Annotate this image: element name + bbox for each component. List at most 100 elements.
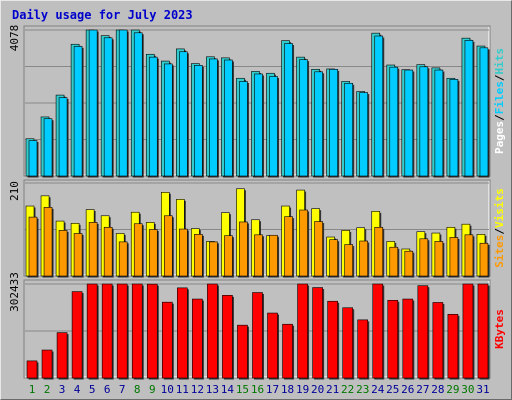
day-label-24: 24 [371, 383, 385, 396]
bar-files-day-7 [118, 29, 128, 177]
bar-sites-day-29 [449, 237, 459, 277]
bar-files-day-15 [239, 81, 248, 177]
day-label-20: 20 [311, 383, 324, 396]
bar-files-day-11 [179, 51, 188, 177]
bar-files-day-25 [389, 66, 399, 177]
bar-files-day-30 [464, 40, 474, 177]
day-label-15: 15 [236, 383, 249, 396]
bar-files-day-28 [434, 69, 444, 177]
bar-kbytes-day-18 [282, 323, 293, 379]
bar-sites-day-11 [179, 228, 188, 277]
bar-sites-day-22 [344, 244, 353, 277]
bar-files-day-31 [479, 47, 489, 177]
bar-files-day-20 [314, 71, 323, 177]
day-label-10: 10 [161, 383, 174, 396]
bar-kbytes-day-11 [177, 287, 188, 379]
day-label-29: 29 [446, 383, 459, 396]
day-label-1: 1 [29, 383, 36, 396]
bar-files-day-16 [254, 73, 263, 177]
bar-files-day-29 [449, 79, 459, 177]
bar-files-day-13 [209, 58, 218, 177]
bar-sites-day-31 [479, 242, 489, 277]
legend-pages: Pages [493, 121, 506, 154]
bar-files-day-27 [419, 66, 429, 177]
bar-kbytes-day-1 [26, 360, 38, 379]
day-label-7: 7 [119, 383, 126, 396]
bar-kbytes-day-16 [252, 292, 263, 379]
bar-kbytes-day-28 [432, 302, 444, 379]
bar-sites-day-17 [269, 234, 278, 277]
day-label-6: 6 [104, 383, 111, 396]
bar-files-day-4 [73, 46, 83, 177]
bar-kbytes-day-24 [372, 283, 384, 379]
panel-visits-sites-legend: Sites/Visits [493, 188, 506, 268]
bar-kbytes-day-8 [131, 283, 143, 379]
day-label-3: 3 [59, 383, 66, 396]
bar-sites-day-8 [133, 223, 143, 277]
bar-sites-day-24 [374, 226, 384, 277]
legend-sites: Sites [493, 235, 506, 268]
bar-files-day-24 [374, 35, 384, 177]
bar-sites-day-14 [224, 235, 233, 277]
bar-files-day-26 [404, 69, 414, 177]
day-label-11: 11 [176, 383, 189, 396]
bar-kbytes-day-29 [447, 313, 459, 379]
bar-sites-day-25 [389, 246, 399, 277]
day-label-12: 12 [191, 383, 204, 396]
bar-sites-day-3 [58, 230, 68, 277]
bar-files-day-12 [194, 65, 203, 177]
legend-kbytes: KBytes [493, 309, 506, 349]
bar-files-day-22 [344, 82, 353, 177]
bar-files-day-5 [88, 29, 98, 177]
day-label-21: 21 [326, 383, 339, 396]
bar-kbytes-day-9 [146, 283, 158, 379]
bar-sites-day-26 [404, 250, 414, 277]
day-label-26: 26 [401, 383, 414, 396]
day-label-4: 4 [74, 383, 81, 396]
panel-hits-files-pages-legend: Pages/Files/Hits [493, 48, 506, 154]
day-label-28: 28 [431, 383, 444, 396]
bar-sites-day-4 [73, 233, 83, 277]
bar-kbytes-day-22 [342, 307, 353, 379]
bar-sites-day-12 [194, 234, 203, 277]
bar-kbytes-day-30 [462, 283, 474, 379]
day-label-18: 18 [281, 383, 294, 396]
bar-sites-day-18 [284, 216, 293, 277]
bar-sites-day-27 [419, 238, 429, 277]
bar-files-day-6 [103, 37, 113, 177]
bar-files-day-18 [284, 43, 293, 177]
bar-files-day-8 [133, 32, 143, 177]
bar-kbytes-day-13 [207, 283, 218, 379]
day-label-2: 2 [44, 383, 51, 396]
legend-visits: Visits [493, 188, 506, 228]
panel-kbytes-ymax-label: 302433 [8, 272, 21, 312]
day-label-8: 8 [134, 383, 141, 396]
legend-separator: / [493, 114, 506, 121]
bar-files-day-3 [58, 97, 68, 177]
bar-kbytes-day-4 [71, 291, 83, 379]
bar-sites-day-23 [359, 240, 369, 277]
bar-sites-day-19 [299, 209, 308, 277]
bar-sites-day-9 [148, 229, 158, 277]
day-label-9: 9 [149, 383, 156, 396]
day-label-17: 17 [266, 383, 279, 396]
bar-sites-day-16 [254, 234, 263, 277]
day-label-22: 22 [341, 383, 354, 396]
bar-kbytes-day-5 [86, 283, 98, 379]
bar-sites-day-6 [103, 226, 113, 277]
day-label-25: 25 [386, 383, 399, 396]
bar-kbytes-day-25 [387, 299, 399, 379]
day-label-23: 23 [356, 383, 369, 396]
bar-sites-day-21 [329, 239, 338, 277]
bar-kbytes-day-15 [237, 324, 248, 379]
bar-sites-day-10 [163, 215, 173, 277]
day-label-30: 30 [461, 383, 474, 396]
bar-kbytes-day-3 [56, 332, 68, 379]
bar-sites-day-30 [464, 234, 474, 277]
bar-sites-day-7 [118, 241, 128, 277]
bar-files-day-17 [269, 76, 278, 177]
day-label-13: 13 [206, 383, 219, 396]
legend-separator: / [493, 228, 506, 235]
bar-sites-day-13 [209, 241, 218, 277]
